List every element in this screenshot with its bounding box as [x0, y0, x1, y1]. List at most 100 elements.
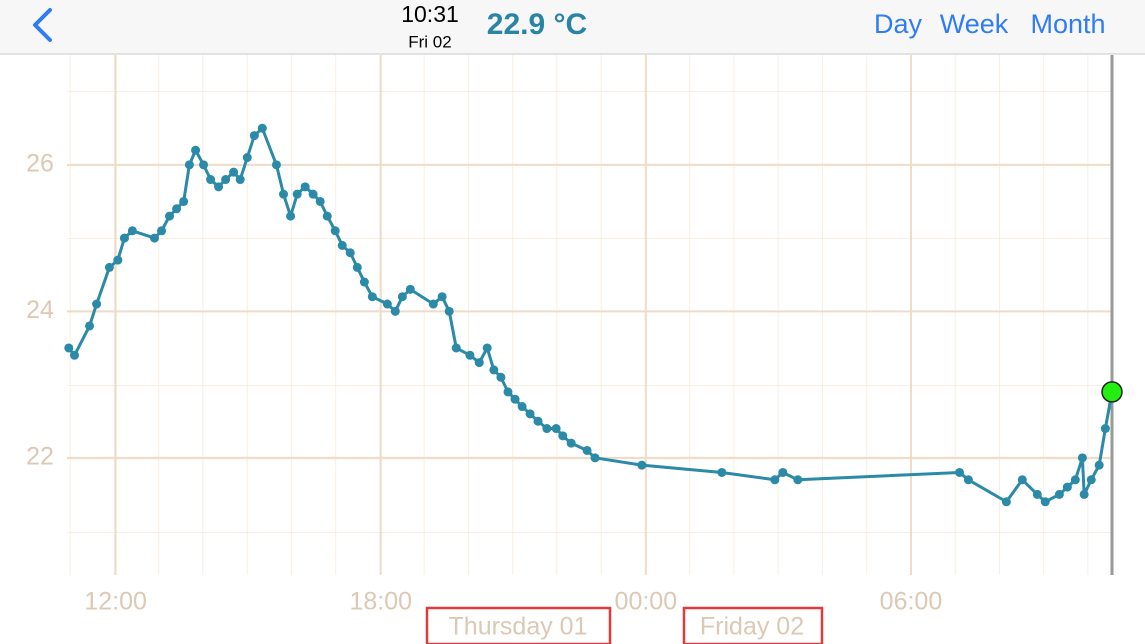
data-point: [315, 196, 325, 206]
highlight-box: [682, 606, 824, 644]
data-point: [1054, 489, 1064, 499]
data-point: [778, 467, 788, 477]
data-point: [437, 292, 447, 302]
data-point: [199, 160, 209, 170]
data-point: [465, 350, 475, 360]
data-point: [64, 343, 74, 353]
data-point: [257, 123, 267, 133]
data-point: [214, 182, 224, 192]
data-point: [367, 292, 377, 302]
data-point: [172, 204, 182, 214]
data-point: [793, 475, 803, 485]
data-point: [330, 226, 340, 236]
data-point: [300, 182, 310, 192]
header-bar: [0, 0, 1145, 54]
clock: 10:31: [401, 1, 459, 27]
data-point: [1017, 475, 1027, 485]
data-point: [157, 226, 167, 236]
x-tick-label: 00:00: [615, 588, 678, 616]
data-point: [184, 160, 194, 170]
data-point: [390, 306, 400, 316]
data-point: [955, 467, 965, 477]
highlight-box: [425, 606, 612, 644]
data-point: [352, 262, 362, 272]
data-point: [292, 189, 302, 199]
data-point: [1100, 424, 1110, 434]
data-point: [279, 189, 289, 199]
current-temperature: 22.9 °C: [487, 8, 587, 41]
week-button[interactable]: Week: [940, 9, 1009, 39]
data-point: [1062, 482, 1072, 492]
day-label: Thursday 01: [449, 613, 588, 641]
minor-grid: [67, 55, 1112, 575]
data-point: [444, 306, 454, 316]
x-tick-label: 18:00: [349, 588, 412, 616]
data-point: [517, 402, 527, 412]
data-point: [308, 189, 318, 199]
data-point: [221, 175, 231, 185]
data-point: [165, 211, 175, 221]
plot: 22 24 26 12:00 18:00 00:00 06:00: [26, 55, 1123, 616]
data-point: [489, 365, 499, 375]
data-point: [1079, 489, 1089, 499]
data-point: [582, 445, 592, 455]
current-point: [1101, 381, 1123, 403]
data-point: [770, 475, 780, 485]
data-point: [345, 248, 355, 258]
data-point: [127, 226, 137, 236]
data-point: [558, 431, 568, 441]
data-point: [179, 196, 189, 206]
data-point: [337, 240, 347, 250]
data-point: [1040, 497, 1050, 507]
data-point: [542, 424, 552, 434]
data-point: [1070, 475, 1080, 485]
back-button[interactable]: [33, 8, 52, 42]
data-point: [405, 284, 415, 294]
data-point: [533, 416, 543, 426]
data-point: [1086, 475, 1096, 485]
data-point: [286, 211, 296, 221]
data-point: [1094, 460, 1104, 470]
data-point: [119, 233, 129, 243]
data-point: [1032, 489, 1042, 499]
data-point: [590, 453, 600, 463]
data-point: [551, 424, 561, 434]
data-point: [85, 321, 95, 331]
data-point: [229, 167, 239, 177]
data-point: [496, 372, 506, 382]
data-point: [359, 277, 369, 287]
data-point: [474, 358, 484, 368]
data-point: [322, 211, 332, 221]
y-tick-label: 22: [26, 442, 54, 470]
y-tick-label: 26: [26, 149, 54, 177]
data-point: [1001, 497, 1011, 507]
data-point: [206, 175, 216, 185]
data-point: [70, 350, 80, 360]
data-point: [249, 131, 259, 141]
data-point: [104, 262, 114, 272]
data-point: [1077, 453, 1087, 463]
day-button[interactable]: Day: [874, 9, 923, 39]
data-point: [717, 467, 727, 477]
data-point: [113, 255, 123, 265]
data-point: [397, 292, 407, 302]
data-point: [382, 299, 392, 309]
temperature-line: [67, 126, 1114, 504]
month-button[interactable]: Month: [1030, 9, 1105, 39]
data-point: [242, 153, 252, 163]
data-point: [510, 394, 520, 404]
data-point: [451, 343, 461, 353]
data-point: [637, 460, 647, 470]
x-tick-label: 12:00: [84, 588, 147, 616]
x-tick-label: 06:00: [880, 588, 943, 616]
data-point: [566, 438, 576, 448]
y-tick-label: 24: [26, 296, 54, 324]
date: Fri 02: [408, 32, 451, 51]
data-point: [235, 175, 245, 185]
data-point: [92, 299, 102, 309]
day-label: Friday 02: [700, 613, 804, 641]
data-point: [149, 233, 159, 243]
data-point: [963, 475, 973, 485]
data-point: [482, 343, 492, 353]
